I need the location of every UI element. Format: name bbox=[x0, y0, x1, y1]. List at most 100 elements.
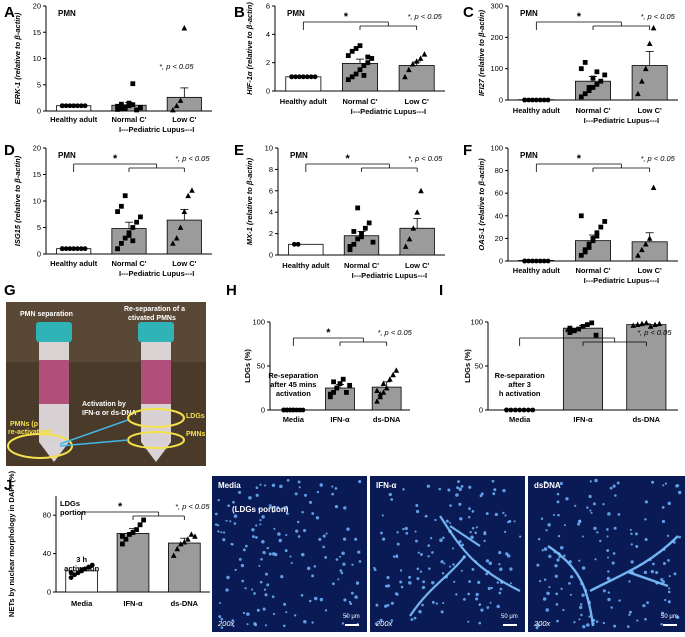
sig-note: *, p < 0.05 bbox=[377, 328, 412, 337]
cell-nucleus bbox=[267, 547, 269, 549]
cell-nucleus bbox=[545, 529, 547, 531]
category-label: Normal C' bbox=[111, 259, 146, 268]
cell-nucleus bbox=[607, 598, 610, 601]
cell-nucleus bbox=[607, 556, 609, 558]
cell-nucleus bbox=[438, 488, 441, 491]
cell-nucleus bbox=[459, 517, 462, 520]
cell-nucleus bbox=[307, 567, 310, 570]
cell-nucleus bbox=[582, 535, 584, 537]
y-tick-label: 6 bbox=[269, 186, 273, 195]
cell-nucleus bbox=[652, 563, 655, 566]
data-point bbox=[526, 408, 531, 413]
data-point bbox=[576, 327, 581, 332]
data-point bbox=[331, 379, 336, 384]
cell-type-label: PMN bbox=[58, 151, 76, 160]
cell-nucleus bbox=[311, 512, 314, 515]
cell-nucleus bbox=[374, 568, 377, 571]
sig-note: *, p < 0.05 bbox=[175, 154, 210, 163]
group-label: I---Pediatric Lupus---I bbox=[352, 271, 427, 280]
y-tick-label: 100 bbox=[490, 144, 503, 153]
cell-nucleus bbox=[489, 561, 493, 565]
cell-nucleus bbox=[493, 488, 496, 491]
cell-nucleus bbox=[261, 540, 265, 544]
cell-nucleus bbox=[556, 558, 559, 561]
cell-nucleus bbox=[339, 556, 341, 558]
cell-nucleus bbox=[480, 608, 483, 611]
cell-nucleus bbox=[635, 532, 638, 535]
y-axis-label: HIF-1α (relative to β-actin) bbox=[245, 2, 254, 95]
cell-nucleus bbox=[405, 532, 408, 535]
left-title: PMN separation bbox=[20, 311, 73, 318]
cell-nucleus bbox=[560, 546, 564, 550]
data-point bbox=[414, 58, 420, 63]
magnification-label: 200x bbox=[217, 619, 235, 628]
cell-nucleus bbox=[449, 504, 452, 507]
cell-nucleus bbox=[354, 595, 358, 599]
annotation-line: Re-separation bbox=[268, 371, 318, 380]
tube-liquid bbox=[39, 360, 69, 404]
cell-nucleus bbox=[468, 516, 470, 518]
cell-nucleus bbox=[420, 571, 422, 573]
cell-nucleus bbox=[434, 519, 436, 521]
y-tick-label: 60 bbox=[495, 189, 503, 198]
cell-nucleus bbox=[264, 593, 267, 596]
cell-nucleus bbox=[351, 564, 353, 566]
data-point bbox=[381, 381, 387, 386]
cell-nucleus bbox=[628, 580, 630, 582]
cell-nucleus bbox=[607, 512, 611, 516]
cell-nucleus bbox=[285, 534, 287, 536]
cell-nucleus bbox=[447, 488, 450, 491]
cell-type-label: PMN bbox=[287, 9, 305, 18]
cell-nucleus bbox=[428, 567, 431, 570]
data-point bbox=[530, 408, 535, 413]
cell-nucleus bbox=[304, 494, 307, 497]
sig-note: *, p < 0.05 bbox=[175, 502, 210, 511]
sig-star: * bbox=[345, 153, 350, 165]
data-point bbox=[119, 241, 124, 246]
cell-nucleus bbox=[316, 516, 319, 519]
data-point bbox=[301, 408, 306, 413]
cell-nucleus bbox=[264, 484, 266, 486]
cell-nucleus bbox=[382, 538, 385, 541]
data-point bbox=[60, 246, 65, 251]
cell-nucleus bbox=[346, 527, 349, 530]
y-axis-label: ERK-1 (relative to β-actin) bbox=[13, 12, 22, 104]
cell-nucleus bbox=[546, 608, 549, 611]
group-label: I---Pediatric Lupus---I bbox=[584, 116, 659, 125]
cell-nucleus bbox=[254, 624, 257, 627]
cell-nucleus bbox=[594, 558, 596, 560]
annotation-line: after 45 mins bbox=[270, 380, 316, 389]
cell-nucleus bbox=[258, 565, 260, 567]
cell-nucleus bbox=[476, 526, 478, 528]
cell-nucleus bbox=[519, 536, 521, 538]
cell-nucleus bbox=[339, 569, 342, 572]
data-point bbox=[414, 209, 420, 214]
category-label: Media bbox=[509, 415, 531, 424]
cell-nucleus bbox=[239, 558, 242, 561]
cell-nucleus bbox=[332, 582, 335, 585]
data-point bbox=[351, 229, 356, 234]
cell-nucleus bbox=[335, 487, 338, 490]
cell-nucleus bbox=[291, 562, 293, 564]
data-point bbox=[134, 527, 139, 532]
cell-nucleus bbox=[588, 495, 591, 498]
cell-nucleus bbox=[422, 580, 425, 583]
panel-label: I bbox=[439, 282, 443, 299]
scale-bar-label: 50 μm bbox=[661, 614, 678, 620]
cell-type-label: PMN bbox=[520, 151, 538, 160]
cell-nucleus bbox=[477, 581, 480, 584]
cell-nucleus bbox=[410, 618, 413, 621]
y-tick-label: 0 bbox=[479, 406, 483, 415]
cell-nucleus bbox=[499, 567, 502, 570]
cell-nucleus bbox=[295, 529, 298, 532]
data-point bbox=[359, 234, 364, 239]
pre-line: PMNs (p bbox=[10, 421, 38, 428]
cell-nucleus bbox=[443, 563, 445, 565]
cell-nucleus bbox=[223, 531, 225, 533]
cell-nucleus bbox=[255, 536, 258, 539]
cell-nucleus bbox=[591, 512, 593, 514]
cell-nucleus bbox=[294, 614, 296, 616]
